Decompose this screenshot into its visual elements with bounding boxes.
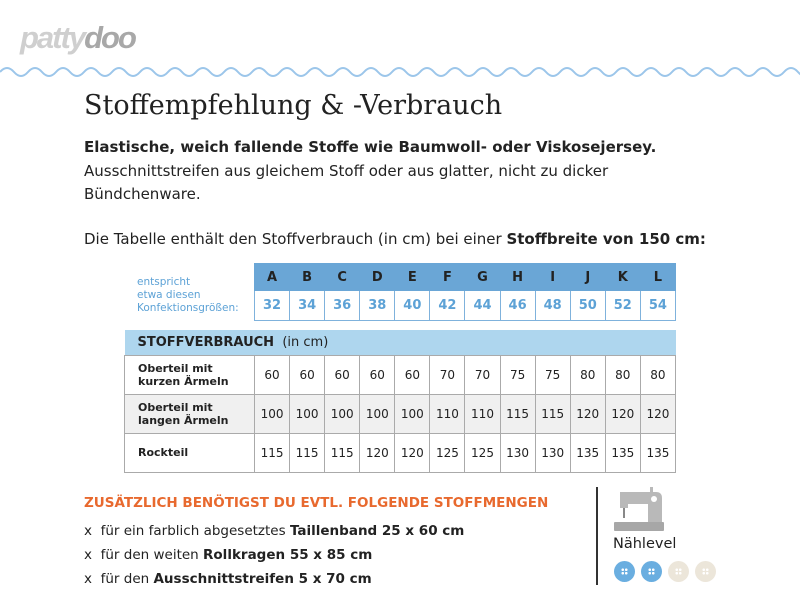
size-number: 38 (359, 290, 396, 321)
size-letter: A (253, 263, 291, 291)
table-row: Oberteil mit kurzen Ärmeln 60 60 60 60 60 70 70 7… (124, 354, 677, 395)
usage-cell: 100 (253, 393, 291, 434)
usage-cell: 100 (359, 393, 396, 434)
size-number: 42 (429, 290, 466, 321)
usage-cell: 125 (464, 432, 501, 473)
usage-cell: 80 (639, 354, 677, 395)
usage-cell: 60 (289, 354, 326, 395)
usage-cell: 135 (604, 432, 641, 473)
usage-cell: 120 (604, 393, 641, 434)
usage-cell: 75 (499, 354, 536, 395)
size-number: 40 (394, 290, 431, 321)
button-rating-icon (641, 561, 662, 582)
sewing-level-rating (614, 561, 716, 582)
pattydoo-logo: pattydoo (20, 20, 137, 55)
size-table: A B C D E F G H I J K L 32 34 36 38 40 42 44 46 48 50 52 54 (253, 263, 677, 321)
button-rating-icon (695, 561, 716, 582)
usage-cell: 135 (569, 432, 606, 473)
size-number: 52 (604, 290, 641, 321)
usage-cell: 100 (394, 393, 431, 434)
size-number: 50 (569, 290, 606, 321)
size-letter: L (639, 263, 677, 291)
page-title: Stoffempfehlung & -Verbrauch (84, 90, 503, 121)
size-number: 34 (289, 290, 326, 321)
usage-cell: 120 (569, 393, 606, 434)
usage-cell: 115 (499, 393, 536, 434)
usage-cell: 75 (534, 354, 571, 395)
usage-cell: 110 (464, 393, 501, 434)
size-letter: D (359, 263, 396, 291)
size-letter: H (499, 263, 536, 291)
size-letter: B (289, 263, 326, 291)
usage-cell: 120 (639, 393, 677, 434)
list-item: x für den Ausschnittstreifen 5 x 70 cm (84, 571, 372, 587)
usage-cell: 115 (324, 432, 361, 473)
size-letter: C (324, 263, 361, 291)
size-number: 44 (464, 290, 501, 321)
fabric-recommendation: Elastische, weich fallende Stoffe wie Ba… (84, 138, 657, 203)
sizes-label: entspricht etwa diesen Konfektionsgrößen: (137, 276, 239, 314)
usage-cell: 70 (464, 354, 501, 395)
list-item: x für den weiten Rollkragen 55 x 85 cm (84, 547, 373, 563)
size-number: 46 (499, 290, 536, 321)
size-number: 54 (639, 290, 677, 321)
usage-cell: 80 (604, 354, 641, 395)
table-note: Die Tabelle enthält den Stoffverbrauch (… (84, 230, 706, 248)
size-number: 32 (253, 290, 291, 321)
size-letter: G (464, 263, 501, 291)
usage-cell: 120 (359, 432, 396, 473)
usage-cell: 60 (324, 354, 361, 395)
row-label: Oberteil mit kurzen Ärmeln (124, 354, 255, 395)
table-row: Rockteil 115 115 115 120 120 125 125 130 130 135 13… (124, 432, 677, 473)
extra-fabric-heading: ZUSÄTZLICH BENÖTIGST DU EVTL. FOLGENDE S… (84, 495, 549, 511)
size-letter: J (569, 263, 606, 291)
size-number: 36 (324, 290, 361, 321)
usage-cell: 115 (253, 432, 291, 473)
size-letter: F (429, 263, 466, 291)
extra-fabric-list: x für ein farblich abgesetztes Taillenba… (84, 519, 464, 591)
size-letter: E (394, 263, 431, 291)
row-label: Oberteil mit langen Ärmeln (124, 393, 255, 434)
sewing-level-label: Nählevel (613, 536, 677, 552)
list-item: x für ein farblich abgesetztes Taillenba… (84, 523, 465, 539)
fabric-usage-table: STOFFVERBRAUCH (in cm) Oberteil mit kurze… (124, 330, 677, 473)
usage-cell: 60 (253, 354, 291, 395)
size-letter: I (534, 263, 571, 291)
size-number: 48 (534, 290, 571, 321)
usage-cell: 70 (429, 354, 466, 395)
usage-cell: 115 (289, 432, 326, 473)
size-letter: K (604, 263, 641, 291)
usage-cell: 110 (429, 393, 466, 434)
usage-cell: 60 (394, 354, 431, 395)
wave-divider (0, 67, 800, 77)
button-rating-icon (614, 561, 635, 582)
usage-cell: 125 (429, 432, 466, 473)
usage-cell: 130 (499, 432, 536, 473)
usage-cell: 120 (394, 432, 431, 473)
usage-cell: 130 (534, 432, 571, 473)
table-row: Oberteil mit langen Ärmeln 100 100 100 100 100… (124, 393, 677, 434)
usage-cell: 60 (359, 354, 396, 395)
divider (596, 487, 598, 585)
usage-cell: 100 (289, 393, 326, 434)
row-label: Rockteil (124, 432, 255, 473)
usage-header: STOFFVERBRAUCH (in cm) (124, 330, 676, 355)
usage-cell: 100 (324, 393, 361, 434)
usage-cell: 115 (534, 393, 571, 434)
usage-cell: 80 (569, 354, 606, 395)
usage-cell: 135 (639, 432, 677, 473)
button-rating-icon (668, 561, 689, 582)
sewing-machine-icon (614, 487, 664, 531)
